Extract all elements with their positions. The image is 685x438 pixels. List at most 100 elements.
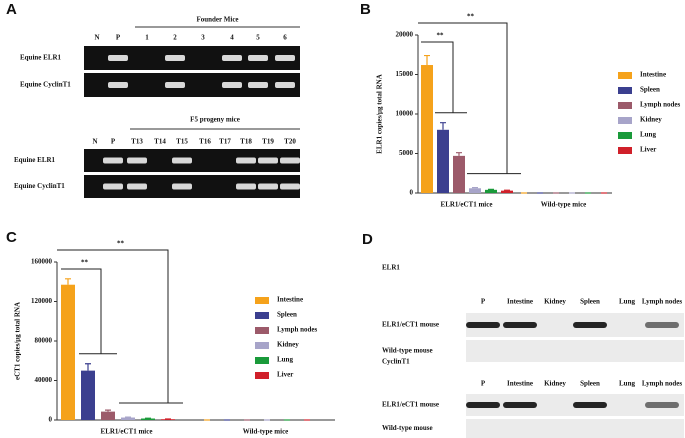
legend-label: Liver (277, 371, 293, 379)
gel-band (275, 55, 295, 61)
legend-label: Liver (640, 146, 656, 154)
legend-swatch (618, 102, 632, 109)
bar (437, 129, 449, 193)
error-bar (440, 122, 446, 130)
legend-label: Lung (640, 131, 656, 139)
gel-band (236, 157, 256, 164)
gel-band (127, 157, 147, 164)
column-label: Lymph nodes (642, 298, 683, 306)
lane-label: 1 (145, 34, 149, 42)
error-bar (105, 409, 111, 412)
blot-band (466, 322, 500, 328)
gel-band (280, 183, 300, 190)
gel-band (248, 55, 268, 61)
annotation: ** (117, 240, 125, 248)
legend-swatch (618, 147, 632, 154)
lane-label: T18 (240, 138, 252, 146)
row-label: Wild-type mouse (382, 424, 433, 432)
gel-title: F5 progeny mice (190, 116, 240, 124)
row-label: ELR1/eCT1 mouse (382, 321, 439, 329)
column-label: Lymph nodes (642, 380, 683, 388)
legend-label: Lymph nodes (640, 101, 681, 109)
legend-label: Spleen (640, 86, 660, 94)
gel-band (172, 183, 192, 190)
lane-label: 3 (201, 34, 205, 42)
annotation: ** (467, 13, 475, 21)
lane-label: T14 (154, 138, 166, 146)
column-label: Lung (619, 298, 635, 306)
legend-label: Intestine (277, 296, 303, 304)
lane-label: P (111, 138, 116, 146)
lane-label: T16 (199, 138, 211, 146)
bar (61, 284, 75, 420)
gel-band (103, 157, 123, 164)
legend-swatch (255, 327, 269, 334)
gel-band (280, 157, 300, 164)
error-bar (424, 54, 430, 66)
gel-band (165, 55, 185, 61)
blot-band (573, 322, 607, 328)
bracket (421, 41, 467, 114)
bar (485, 189, 497, 193)
y-tick-label: 10000 (396, 110, 414, 118)
lane-label: P (116, 34, 121, 42)
bar (421, 65, 433, 193)
error-bar (456, 152, 462, 156)
gel-band (258, 157, 278, 164)
y-tick-label: 0 (410, 189, 414, 197)
panel-letter: B (360, 1, 371, 18)
column-label: Spleen (580, 298, 600, 306)
gel-band (108, 82, 128, 88)
legend-swatch (618, 132, 632, 139)
gel-band (222, 82, 242, 88)
bar (453, 155, 465, 193)
blot-band (645, 322, 679, 328)
annotation: ** (81, 259, 89, 267)
y-tick-label: 40000 (35, 376, 53, 384)
y-axis-label: eCT1 copies/μg total RNA (14, 302, 22, 380)
x-tick-label: ELR1/eCT1 mice (101, 428, 153, 436)
gel-band (165, 82, 185, 88)
lane-label: 4 (230, 34, 234, 42)
lane-label: T15 (176, 138, 188, 146)
lane-label: N (92, 138, 97, 146)
legend-swatch (618, 72, 632, 79)
legend-label: Kidney (640, 116, 662, 124)
bar (141, 418, 155, 420)
row-label: Wild-type mouse (382, 347, 433, 355)
bracket (418, 22, 521, 175)
lane-label: T19 (262, 138, 274, 146)
blot-image (466, 419, 684, 438)
y-tick-label: 0 (49, 416, 53, 424)
error-bar (85, 363, 91, 371)
y-axis-label: ELR1 copies/μg total RNA (376, 74, 384, 154)
bar (501, 190, 513, 193)
y-tick-label: 20000 (396, 31, 414, 39)
row-label: Equine ELR1 (14, 156, 56, 164)
column-label: Intestine (507, 380, 533, 388)
gel-band (103, 183, 123, 190)
gel-band (236, 183, 256, 190)
panel-letter: A (6, 1, 17, 18)
column-label: Kidney (544, 380, 566, 388)
lane-label: T17 (219, 138, 231, 146)
bar (469, 188, 481, 193)
legend-label: Lymph nodes (277, 326, 318, 334)
gel-band (222, 55, 242, 61)
panel-letter: D (362, 231, 373, 248)
annotation: ** (437, 32, 445, 40)
legend-swatch (255, 297, 269, 304)
blot-band (645, 402, 679, 408)
row-label: ELR1/eCT1 mouse (382, 401, 439, 409)
legend-label: Intestine (640, 71, 666, 79)
bracket (57, 249, 183, 404)
gel-band (248, 82, 268, 88)
error-bar (65, 278, 71, 285)
column-label: Lung (619, 380, 635, 388)
column-label: Spleen (580, 380, 600, 388)
column-label: P (481, 380, 486, 388)
x-tick-label: ELR1/eCT1 mice (441, 201, 493, 209)
bar (121, 417, 135, 420)
bar (101, 411, 115, 420)
